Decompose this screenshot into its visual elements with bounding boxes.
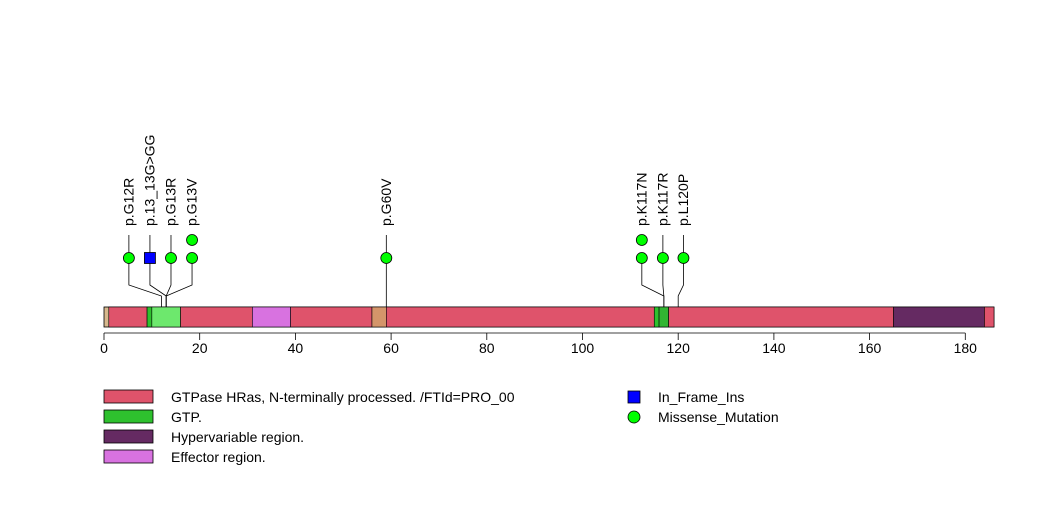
legend-label: In_Frame_Ins <box>658 389 744 405</box>
domain-segment <box>290 306 373 328</box>
legend-label: Hypervariable region. <box>171 429 304 445</box>
legend-swatch <box>103 429 154 444</box>
axis-tick-label: 60 <box>383 340 399 356</box>
domain-segment <box>893 306 985 328</box>
domain-segment <box>371 306 387 328</box>
legend-swatch <box>103 389 154 404</box>
mutation-stem <box>641 258 665 307</box>
axis-tick-label: 20 <box>192 340 208 356</box>
mutation-stem <box>677 258 684 307</box>
axis-tick-label: 100 <box>571 340 595 356</box>
legend-swatch <box>103 409 154 424</box>
axis-tick-label: 80 <box>479 340 495 356</box>
axis-tick-label: 120 <box>667 340 691 356</box>
mutation-label: p.G12R <box>120 178 136 226</box>
legend-marker <box>627 410 641 424</box>
mutation-stem <box>128 258 162 307</box>
legend-label: Effector region. <box>171 449 266 465</box>
axis-tick-label: 0 <box>100 340 108 356</box>
domain-segment <box>146 306 153 328</box>
mutation-stems <box>128 235 684 307</box>
domain-segment <box>252 306 291 328</box>
legend-label: GTP. <box>171 409 202 425</box>
mutation-labels: p.G12R p.13_13G>GG p.G13R p.G13V p.G60V p.K11… <box>120 135 691 226</box>
axis-tick-label: 180 <box>954 340 978 356</box>
domain-segment <box>108 306 148 328</box>
mutation-point <box>122 252 135 264</box>
domain-segment <box>151 306 181 328</box>
mutation-label: p.K117N <box>633 173 649 226</box>
domain-segment <box>658 306 669 328</box>
mutation-point <box>186 234 198 246</box>
x-axis: 0 20 40 60 80 100 120 140 160 180 <box>100 332 978 356</box>
legend-label: Missense_Mutation <box>658 409 779 425</box>
mutation-point <box>677 252 690 264</box>
mutation-point <box>635 234 648 246</box>
domain-legend: GTPase HRas, N-terminally processed. /FT… <box>103 389 515 465</box>
mutation-stem <box>149 258 167 307</box>
axis-tick-label: 140 <box>762 340 786 356</box>
domain-segment <box>386 306 655 328</box>
legend-label: GTPase HRas, N-terminally processed. /FT… <box>171 389 515 405</box>
mutation-point <box>380 252 393 264</box>
mutation-stem <box>165 258 193 307</box>
mutation-label: p.K117R <box>654 173 670 226</box>
mutation-label: p.G13R <box>162 178 178 226</box>
mutation-label: p.L120P <box>675 174 691 226</box>
axis-tick-label: 160 <box>858 340 882 356</box>
axis-tick-label: 40 <box>288 340 304 356</box>
mutation-stem <box>662 258 665 307</box>
mutation-point <box>144 252 156 264</box>
domain-segment <box>180 306 253 328</box>
domain-segment <box>653 306 660 328</box>
mutation-point <box>186 252 198 264</box>
mutation-stem <box>165 258 172 307</box>
domain-track <box>108 306 995 328</box>
legend-swatch <box>103 449 154 464</box>
mutation-points <box>122 234 690 264</box>
mutation-point <box>656 252 669 264</box>
domain-segment <box>668 306 894 328</box>
mutation-label: p.G13V <box>184 178 200 226</box>
mutation-point <box>165 252 177 264</box>
mutation-legend: In_Frame_Ins Missense_Mutation <box>627 389 779 425</box>
domain-segment <box>984 306 995 328</box>
mutation-point <box>635 252 648 264</box>
mutation-label: p.13_13G>GG <box>141 135 157 226</box>
mutation-label: p.G60V <box>378 178 394 226</box>
legend-marker <box>627 390 641 404</box>
